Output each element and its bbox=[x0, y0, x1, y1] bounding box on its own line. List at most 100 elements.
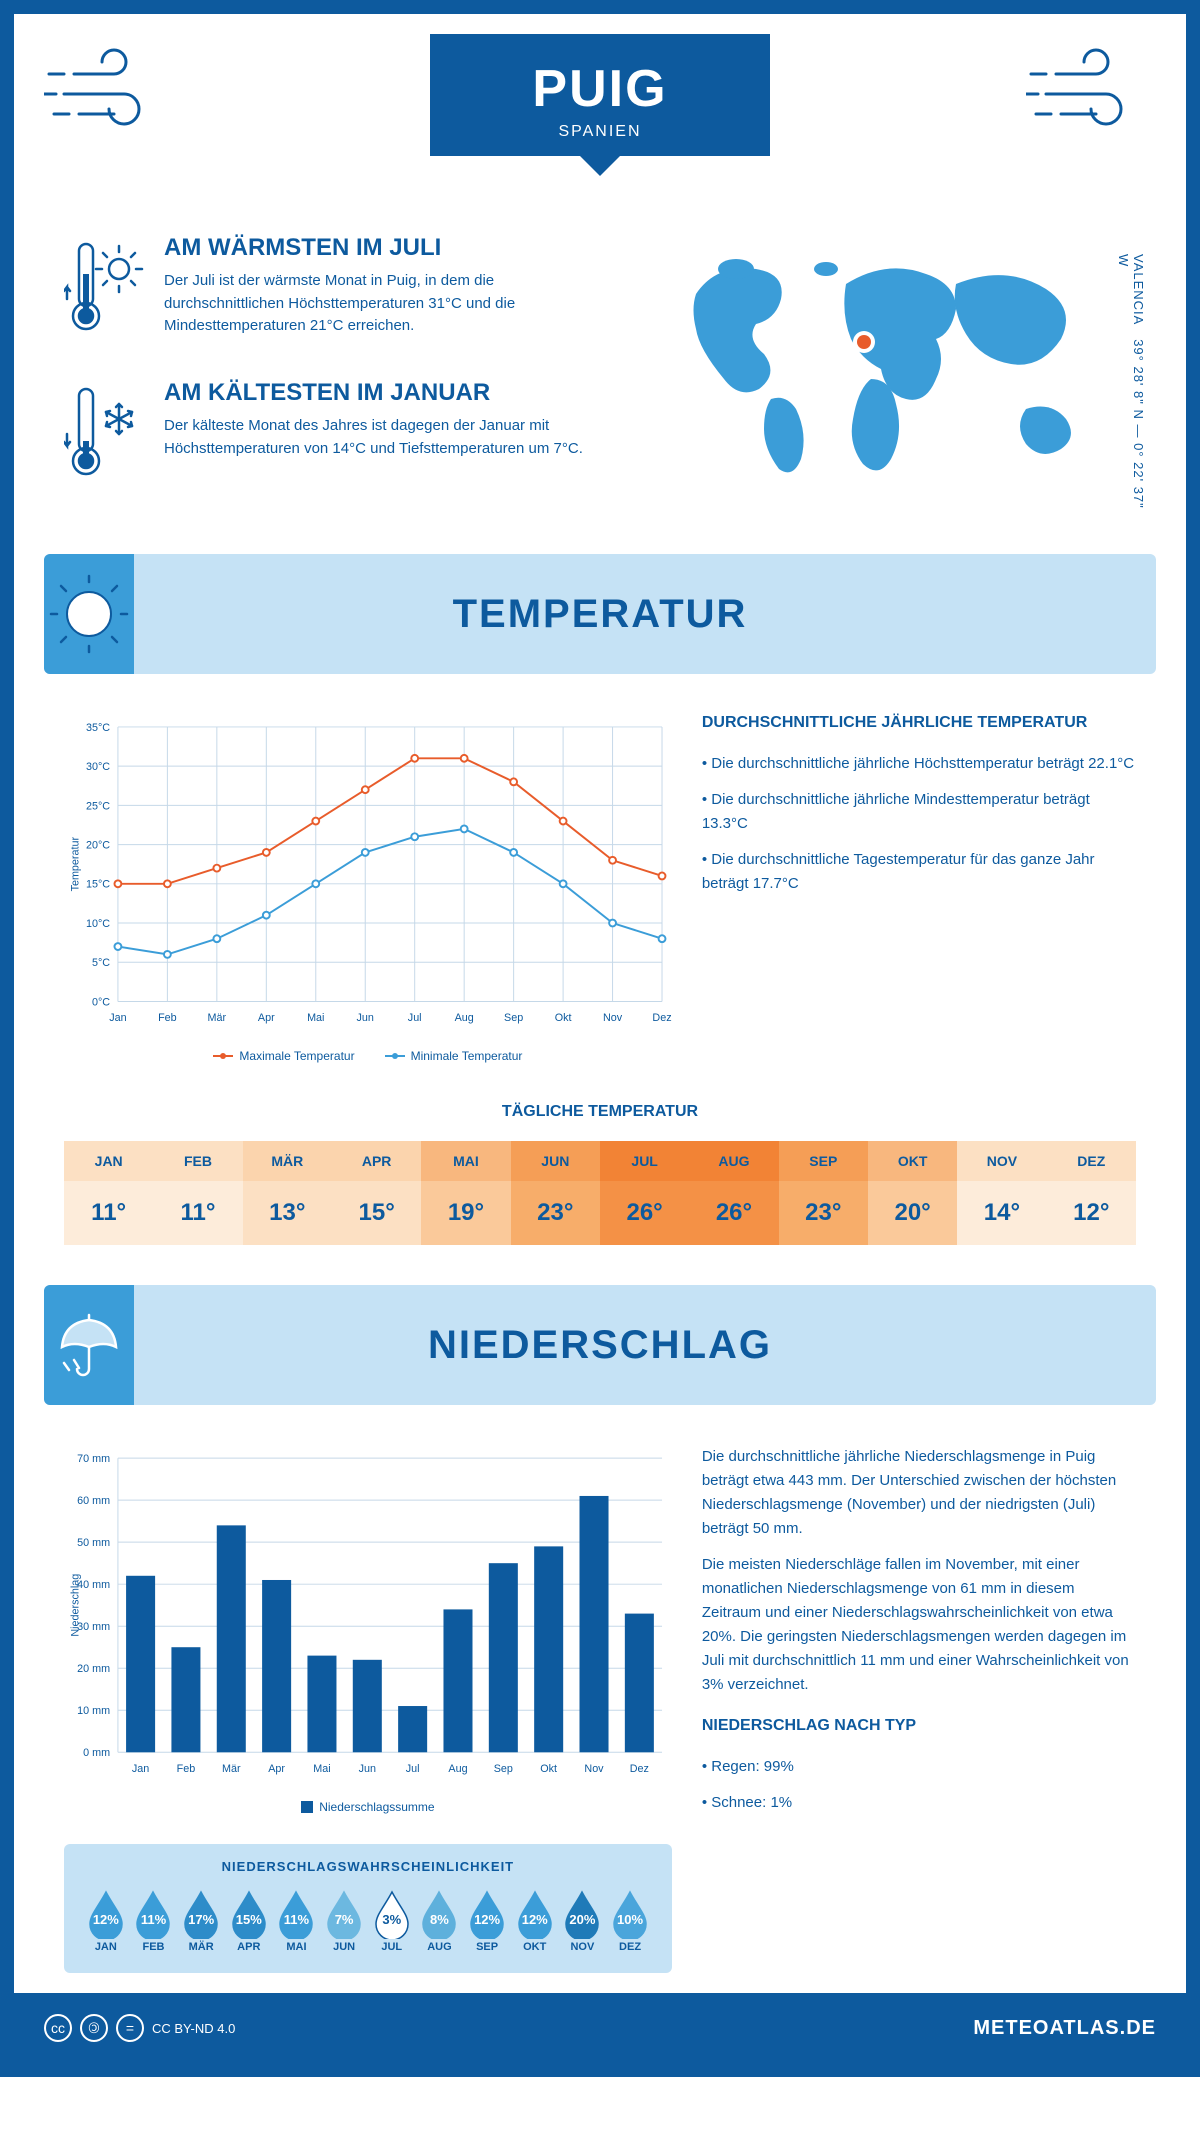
svg-text:20 mm: 20 mm bbox=[77, 1663, 110, 1675]
precip-drop: 10% DEZ bbox=[608, 1889, 652, 1953]
daily-temp-strip: JAN11°FEB11°MÄR13°APR15°MAI19°JUN23°JUL2… bbox=[64, 1141, 1136, 1245]
temp-strip-col: NOV14° bbox=[957, 1141, 1046, 1245]
svg-text:Jun: Jun bbox=[357, 1012, 374, 1024]
title-banner: PUIG SPANIEN bbox=[430, 34, 770, 156]
warmest-text: Der Juli ist der wärmste Monat in Puig, … bbox=[164, 270, 585, 338]
svg-text:10°C: 10°C bbox=[86, 918, 110, 930]
svg-text:15°C: 15°C bbox=[86, 879, 110, 891]
precip-section-header: NIEDERSCHLAG bbox=[44, 1285, 1156, 1405]
temp-body: 0°C5°C10°C15°C20°C25°C30°C35°CJanFebMärA… bbox=[14, 674, 1186, 1103]
svg-text:Nov: Nov bbox=[603, 1012, 623, 1024]
precip-drop: 12% OKT bbox=[513, 1889, 557, 1953]
svg-text:Aug: Aug bbox=[455, 1012, 474, 1024]
footer: cc 🄯 = CC BY-ND 4.0 METEOATLAS.DE bbox=[14, 1993, 1186, 2063]
header: PUIG SPANIEN bbox=[14, 14, 1186, 214]
temp-strip-col: MÄR13° bbox=[243, 1141, 332, 1245]
coordinates: VALENCIA 39° 28' 8" N — 0° 22' 37" W bbox=[1116, 254, 1146, 524]
coldest-fact: AM KÄLTESTEN IM JANUAR Der kälteste Mona… bbox=[64, 379, 585, 494]
warmest-title: AM WÄRMSTEN IM JULI bbox=[164, 234, 585, 262]
daily-temp-heading: TÄGLICHE TEMPERATUR bbox=[64, 1103, 1136, 1121]
svg-text:30°C: 30°C bbox=[86, 761, 110, 773]
map-column: VALENCIA 39° 28' 8" N — 0° 22' 37" W bbox=[615, 234, 1136, 524]
coldest-text: Der kälteste Monat des Jahres ist dagege… bbox=[164, 415, 585, 460]
precip-drop: 11% FEB bbox=[132, 1889, 176, 1953]
precip-heading: NIEDERSCHLAG bbox=[428, 1323, 772, 1368]
precip-drop: 11% MAI bbox=[275, 1889, 319, 1953]
temp-text-heading: DURCHSCHNITTLICHE JÄHRLICHE TEMPERATUR bbox=[702, 714, 1136, 732]
svg-text:Okt: Okt bbox=[555, 1012, 572, 1024]
warmest-fact: AM WÄRMSTEN IM JULI Der Juli ist der wär… bbox=[64, 234, 585, 349]
temp-strip-col: JAN11° bbox=[64, 1141, 153, 1245]
temp-legend: Maximale Temperatur Minimale Temperatur bbox=[64, 1049, 672, 1063]
svg-text:60 mm: 60 mm bbox=[77, 1495, 110, 1507]
temp-heading: TEMPERATUR bbox=[453, 592, 748, 637]
svg-text:Mär: Mär bbox=[222, 1763, 241, 1775]
by-icon: 🄯 bbox=[80, 2014, 108, 2042]
svg-text:Feb: Feb bbox=[177, 1763, 196, 1775]
temp-section-header: TEMPERATUR bbox=[44, 554, 1156, 674]
svg-text:Mai: Mai bbox=[307, 1012, 324, 1024]
temp-bullet: • Die durchschnittliche jährliche Höchst… bbox=[702, 752, 1136, 776]
precip-paragraph: Die meisten Niederschläge fallen im Nove… bbox=[702, 1553, 1136, 1697]
precip-drop: 12% JAN bbox=[84, 1889, 128, 1953]
temp-strip-col: SEP23° bbox=[779, 1141, 868, 1245]
nd-icon: = bbox=[116, 2014, 144, 2042]
brand-name: METEOATLAS.DE bbox=[973, 2017, 1156, 2040]
precip-drop: 3% JUL bbox=[370, 1889, 414, 1953]
wind-icon bbox=[1026, 44, 1156, 149]
svg-text:Feb: Feb bbox=[158, 1012, 177, 1024]
precip-drop: 15% APR bbox=[227, 1889, 271, 1953]
svg-text:Jun: Jun bbox=[359, 1763, 376, 1775]
svg-text:0°C: 0°C bbox=[92, 996, 110, 1008]
page-title: PUIG bbox=[430, 59, 770, 119]
svg-text:70 mm: 70 mm bbox=[77, 1453, 110, 1465]
svg-text:30 mm: 30 mm bbox=[77, 1621, 110, 1633]
svg-text:50 mm: 50 mm bbox=[77, 1537, 110, 1549]
temp-bullet: • Die durchschnittliche jährliche Mindes… bbox=[702, 788, 1136, 836]
precip-prob-heading: NIEDERSCHLAGSWAHRSCHEINLICHKEIT bbox=[84, 1859, 652, 1874]
precip-body: 0 mm10 mm20 mm30 mm40 mm50 mm60 mm70 mmJ… bbox=[14, 1405, 1186, 1993]
precip-drop: 12% SEP bbox=[465, 1889, 509, 1953]
precip-prob-drops: 12% JAN 11% FEB 17% MÄR 15% APR 11% MAI bbox=[84, 1889, 652, 1953]
precip-type-item: • Schnee: 1% bbox=[702, 1791, 1136, 1815]
svg-text:40 mm: 40 mm bbox=[77, 1579, 110, 1591]
temp-strip-col: AUG26° bbox=[689, 1141, 778, 1245]
precip-probability: NIEDERSCHLAGSWAHRSCHEINLICHKEIT 12% JAN … bbox=[64, 1844, 672, 1973]
svg-text:Sep: Sep bbox=[494, 1763, 513, 1775]
temp-strip-col: APR15° bbox=[332, 1141, 421, 1245]
precip-drop: 20% NOV bbox=[561, 1889, 605, 1953]
svg-text:Mär: Mär bbox=[208, 1012, 227, 1024]
sun-icon bbox=[44, 554, 134, 674]
precip-bar-chart: 0 mm10 mm20 mm30 mm40 mm50 mm60 mm70 mmJ… bbox=[64, 1445, 672, 1973]
page-subtitle: SPANIEN bbox=[430, 123, 770, 141]
precip-drop: 8% AUG bbox=[418, 1889, 462, 1953]
world-map-icon bbox=[615, 234, 1136, 499]
svg-text:Jan: Jan bbox=[109, 1012, 126, 1024]
precip-drop: 7% JUN bbox=[322, 1889, 366, 1953]
license-text: CC BY-ND 4.0 bbox=[152, 2021, 235, 2036]
svg-text:25°C: 25°C bbox=[86, 800, 110, 812]
precip-drop: 17% MÄR bbox=[179, 1889, 223, 1953]
page: PUIG SPANIEN bbox=[0, 0, 1200, 2077]
svg-text:35°C: 35°C bbox=[86, 722, 110, 734]
svg-text:Mai: Mai bbox=[313, 1763, 330, 1775]
intro-section: AM WÄRMSTEN IM JULI Der Juli ist der wär… bbox=[14, 214, 1186, 554]
svg-text:Apr: Apr bbox=[258, 1012, 275, 1024]
svg-text:Sep: Sep bbox=[504, 1012, 523, 1024]
thermometer-snow-icon bbox=[64, 379, 144, 494]
svg-text:Dez: Dez bbox=[652, 1012, 671, 1024]
precip-text: Die durchschnittliche jährliche Niedersc… bbox=[702, 1445, 1136, 1973]
svg-text:Temperatur: Temperatur bbox=[70, 837, 82, 892]
cc-icon: cc bbox=[44, 2014, 72, 2042]
precip-type-item: • Regen: 99% bbox=[702, 1755, 1136, 1779]
svg-text:Jul: Jul bbox=[408, 1012, 422, 1024]
precip-legend: Niederschlagssumme bbox=[64, 1800, 672, 1814]
svg-text:20°C: 20°C bbox=[86, 840, 110, 852]
thermometer-sun-icon bbox=[64, 234, 144, 349]
svg-text:Apr: Apr bbox=[268, 1763, 285, 1775]
temp-strip-col: DEZ12° bbox=[1047, 1141, 1136, 1245]
temp-bullet: • Die durchschnittliche Tagestemperatur … bbox=[702, 848, 1136, 896]
precip-paragraph: Die durchschnittliche jährliche Niedersc… bbox=[702, 1445, 1136, 1541]
svg-text:Nov: Nov bbox=[584, 1763, 604, 1775]
temp-text: DURCHSCHNITTLICHE JÄHRLICHE TEMPERATUR •… bbox=[702, 714, 1136, 1063]
